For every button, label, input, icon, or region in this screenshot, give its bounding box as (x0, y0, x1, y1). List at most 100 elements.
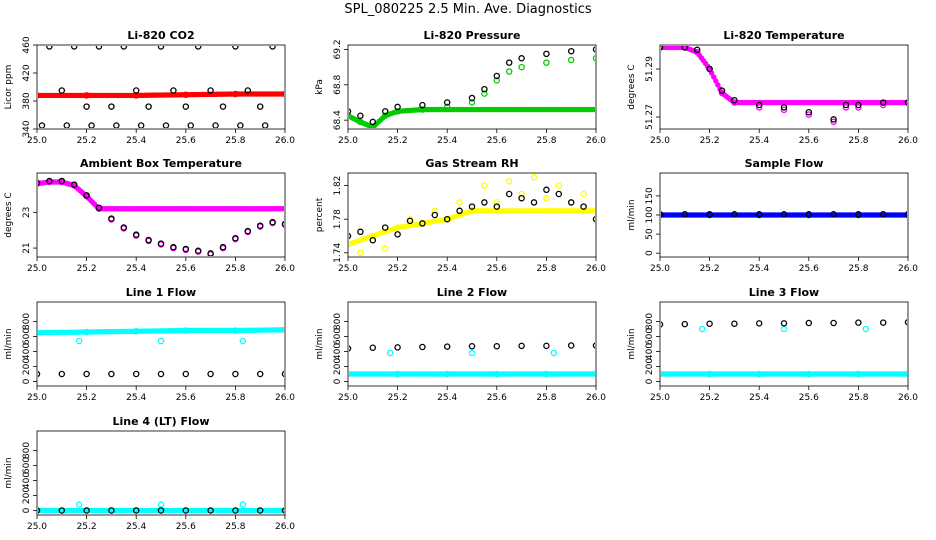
data-point (137, 122, 145, 128)
y-tick-label: 0 (333, 378, 343, 384)
series-1 (38, 90, 284, 99)
data-point (187, 122, 195, 128)
y-tick-label: 100 (645, 206, 655, 223)
data-point (731, 210, 738, 218)
series-2 (661, 319, 907, 328)
data-point (83, 370, 90, 378)
data-point (70, 181, 78, 188)
data-point (755, 210, 763, 218)
data-point (349, 232, 352, 240)
plot-frame (347, 44, 597, 130)
data-point (456, 207, 463, 215)
chart-panel-2: Li-820 Pressure 25.0 25.2 25.4 25.6 25.8 26.0 6… (315, 29, 606, 146)
series-1 (661, 325, 907, 378)
y-tick-label: 420 (22, 64, 32, 81)
y-tick-label: 380 (22, 92, 32, 109)
data-point (120, 46, 128, 50)
series-1 (349, 55, 595, 128)
data-point (46, 46, 53, 50)
x-tick-label: 25.2 (700, 136, 720, 146)
y-tick-label: 600 (645, 328, 655, 345)
data-point (592, 342, 595, 349)
y-tick-label: 150 (645, 187, 655, 204)
data-point (879, 319, 887, 326)
y-tick-label: 0 (645, 378, 655, 384)
data-point (431, 211, 439, 219)
x-tick-label: 26.0 (275, 264, 295, 274)
x-tick-label: 25.6 (487, 264, 507, 274)
y-tick-label: 400 (333, 343, 343, 360)
series-1 (661, 46, 907, 126)
data-point (718, 87, 726, 94)
y-tick-label: 21 (22, 242, 32, 253)
x-tick-label: 25.8 (225, 522, 245, 532)
data-point (256, 103, 264, 110)
plot-frame (36, 301, 286, 387)
data-point (239, 337, 247, 345)
data-point (443, 215, 451, 223)
y-tick-label: 600 (333, 328, 343, 345)
data-layer (661, 46, 907, 126)
x-tick-label: 25.6 (176, 522, 196, 532)
x-tick-label: 26.0 (898, 393, 918, 403)
series-2 (38, 370, 284, 378)
x-tick-label: 26.0 (586, 136, 606, 146)
data-point (83, 103, 90, 110)
chart-title: Line 2 Flow (437, 286, 507, 299)
data-point (157, 501, 165, 508)
data-point (830, 118, 837, 126)
data-layer (661, 210, 907, 219)
x-tick-label: 25.8 (225, 393, 245, 403)
data-point (256, 370, 264, 378)
data-point (357, 112, 364, 119)
y-tick-label: 200 (22, 487, 32, 504)
data-point (244, 227, 252, 235)
data-point (108, 103, 115, 110)
data-point (530, 174, 538, 181)
y-tick-label: 50 (645, 228, 655, 240)
x-tick-label: 25.2 (388, 264, 408, 274)
x-tick-label: 25.0 (650, 264, 670, 274)
data-point (904, 99, 907, 106)
y-tick-label: 51.29 (645, 56, 655, 82)
x-tick-label: 26.0 (275, 136, 295, 146)
data-point (207, 250, 214, 256)
data-point (493, 199, 501, 206)
data-point-dense (282, 327, 284, 333)
data-point (88, 122, 95, 128)
x-tick-label: 25.0 (27, 136, 47, 146)
series-2 (349, 342, 595, 352)
data-layer (38, 501, 284, 514)
data-point (75, 337, 83, 345)
data-point (207, 87, 214, 94)
chart-panel-3: Li-820 Temperature 25.0 25.2 25.4 25.6 25.8 26… (627, 29, 918, 146)
x-tick-label: 25.8 (536, 393, 556, 403)
plot-frame (659, 44, 909, 130)
data-point (481, 85, 488, 93)
data-point (543, 59, 550, 66)
data-point (468, 203, 476, 210)
x-tick-label: 25.4 (749, 136, 769, 146)
data-point (456, 199, 463, 206)
data-point (281, 220, 284, 228)
data-point (904, 319, 907, 326)
data-point (113, 122, 120, 128)
data-point (518, 342, 525, 350)
y-tick-label: 1.78 (333, 209, 343, 229)
data-point (681, 210, 689, 218)
series-2 (38, 177, 284, 256)
data-point (120, 224, 128, 231)
x-tick-label: 25.8 (225, 264, 245, 274)
y-tick-label: 51.27 (645, 104, 655, 130)
data-point (182, 370, 190, 378)
data-point (349, 108, 352, 115)
data-point (394, 103, 401, 111)
data-point (543, 342, 550, 350)
chart-title: Gas Stream RH (425, 157, 518, 170)
data-point (693, 46, 701, 54)
data-point (706, 320, 713, 327)
data-point (394, 231, 401, 238)
data-point (731, 96, 738, 104)
data-point (237, 122, 244, 128)
